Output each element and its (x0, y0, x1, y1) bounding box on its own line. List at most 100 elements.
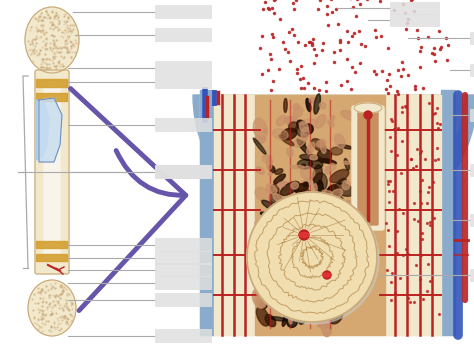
Ellipse shape (325, 245, 335, 264)
FancyBboxPatch shape (155, 251, 212, 265)
Ellipse shape (313, 280, 323, 289)
Ellipse shape (289, 122, 299, 132)
FancyBboxPatch shape (352, 106, 384, 230)
Ellipse shape (277, 301, 299, 313)
Ellipse shape (274, 235, 281, 253)
Ellipse shape (333, 238, 340, 244)
Ellipse shape (299, 231, 308, 239)
Ellipse shape (298, 249, 301, 252)
Polygon shape (39, 98, 62, 162)
Ellipse shape (301, 167, 315, 179)
Ellipse shape (313, 165, 322, 186)
Circle shape (323, 271, 331, 279)
Ellipse shape (268, 172, 272, 176)
FancyBboxPatch shape (441, 90, 455, 335)
Ellipse shape (273, 129, 288, 140)
Ellipse shape (273, 194, 284, 203)
Ellipse shape (320, 280, 337, 288)
Ellipse shape (311, 289, 328, 300)
Ellipse shape (313, 247, 322, 254)
Ellipse shape (297, 120, 306, 129)
Ellipse shape (297, 298, 314, 310)
Ellipse shape (271, 184, 279, 194)
Ellipse shape (276, 116, 287, 126)
Ellipse shape (315, 276, 325, 287)
Ellipse shape (328, 120, 334, 127)
FancyBboxPatch shape (200, 95, 455, 335)
Ellipse shape (319, 246, 326, 252)
Ellipse shape (299, 245, 313, 264)
Ellipse shape (275, 203, 287, 209)
Ellipse shape (281, 128, 297, 140)
Ellipse shape (279, 275, 292, 292)
Ellipse shape (354, 103, 382, 113)
FancyBboxPatch shape (36, 255, 67, 262)
Ellipse shape (293, 107, 302, 117)
Ellipse shape (262, 216, 276, 227)
Ellipse shape (293, 104, 300, 110)
Ellipse shape (321, 315, 332, 337)
Ellipse shape (292, 200, 303, 206)
Ellipse shape (314, 94, 320, 114)
Ellipse shape (333, 219, 343, 230)
Ellipse shape (289, 222, 305, 239)
Ellipse shape (255, 187, 271, 201)
Ellipse shape (276, 268, 284, 280)
Circle shape (299, 230, 309, 240)
Ellipse shape (254, 136, 266, 144)
Ellipse shape (329, 308, 343, 324)
Ellipse shape (309, 160, 323, 169)
Ellipse shape (309, 243, 317, 252)
Ellipse shape (297, 159, 312, 169)
Ellipse shape (331, 287, 348, 300)
FancyBboxPatch shape (36, 241, 67, 248)
FancyBboxPatch shape (35, 70, 69, 274)
Ellipse shape (270, 282, 279, 290)
Circle shape (249, 194, 379, 324)
Ellipse shape (319, 233, 331, 238)
Ellipse shape (305, 268, 323, 279)
Ellipse shape (338, 178, 346, 184)
Ellipse shape (319, 281, 330, 293)
Ellipse shape (317, 321, 324, 327)
Ellipse shape (256, 167, 264, 174)
Ellipse shape (265, 315, 276, 327)
Ellipse shape (325, 236, 333, 243)
Circle shape (247, 192, 377, 322)
Ellipse shape (320, 318, 329, 328)
Ellipse shape (301, 141, 305, 146)
Ellipse shape (256, 289, 264, 298)
Ellipse shape (293, 136, 306, 147)
Ellipse shape (316, 219, 327, 228)
Ellipse shape (276, 211, 287, 225)
FancyBboxPatch shape (470, 214, 474, 227)
Ellipse shape (298, 308, 307, 324)
Ellipse shape (343, 200, 353, 209)
Ellipse shape (315, 302, 329, 321)
Wedge shape (193, 95, 474, 237)
Ellipse shape (255, 221, 267, 231)
Ellipse shape (330, 169, 349, 183)
Ellipse shape (287, 243, 302, 255)
Ellipse shape (259, 301, 267, 309)
Ellipse shape (297, 226, 305, 230)
Ellipse shape (307, 142, 315, 154)
Ellipse shape (257, 299, 266, 308)
Ellipse shape (299, 233, 309, 237)
Ellipse shape (284, 116, 297, 123)
Ellipse shape (338, 145, 354, 149)
Ellipse shape (262, 155, 271, 162)
FancyBboxPatch shape (36, 93, 67, 101)
Ellipse shape (319, 102, 326, 109)
Ellipse shape (303, 229, 312, 239)
Ellipse shape (328, 164, 336, 171)
Ellipse shape (315, 192, 319, 196)
Ellipse shape (344, 159, 349, 170)
Ellipse shape (253, 288, 265, 307)
Ellipse shape (256, 307, 269, 326)
Ellipse shape (304, 124, 313, 134)
Ellipse shape (266, 156, 272, 170)
FancyBboxPatch shape (155, 293, 212, 307)
FancyBboxPatch shape (214, 95, 258, 335)
Ellipse shape (323, 187, 332, 198)
